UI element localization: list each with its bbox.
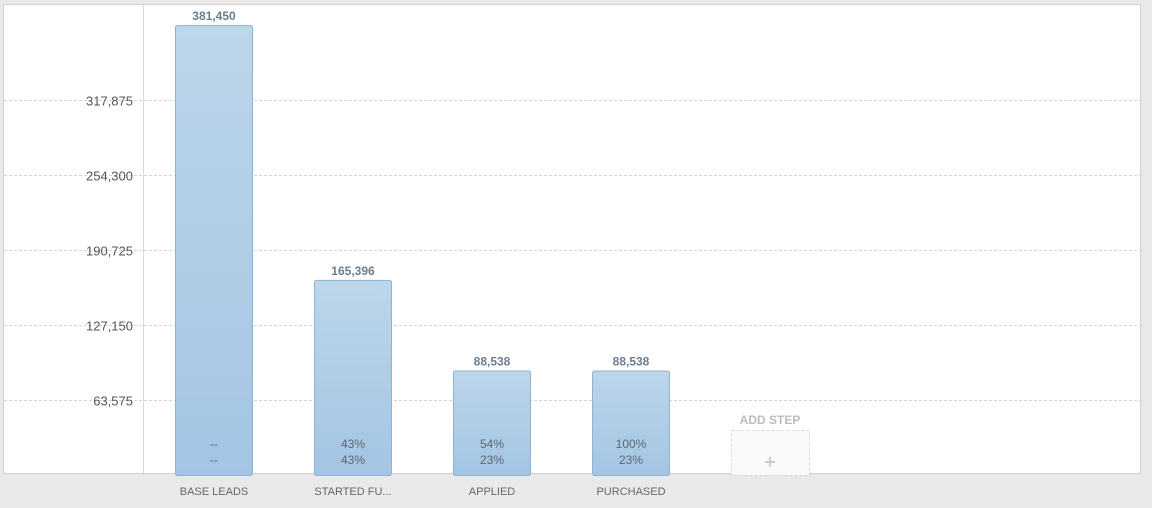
- plus-icon: +: [763, 452, 776, 471]
- x-category-label: PURCHASED: [596, 486, 665, 498]
- bar-value-label: 88,538: [474, 355, 511, 369]
- overall-conversion-label: --: [210, 453, 218, 467]
- funnel-bar-chart: 63,575 127,150 190,725 254,300 317,875 381,4…: [4, 5, 1142, 498]
- x-category-label: BASE LEADS: [180, 486, 248, 498]
- y-tick-label: 254,300: [86, 169, 133, 184]
- overall-conversion-label: 43%: [341, 453, 365, 467]
- bar-value-label: 165,396: [331, 264, 375, 278]
- add-step-label: ADD STEP: [740, 413, 801, 427]
- funnel-bar[interactable]: [453, 370, 531, 477]
- bar-value-label: 88,538: [613, 355, 650, 369]
- y-tick-label: 190,725: [86, 244, 133, 259]
- y-tick-label: 63,575: [93, 394, 133, 409]
- funnel-bar[interactable]: [175, 25, 253, 476]
- overall-conversion-label: 23%: [619, 453, 643, 467]
- funnel-chart-panel: 63,575 127,150 190,725 254,300 317,875 381,4…: [3, 4, 1142, 498]
- x-category-label: STARTED FU...: [314, 486, 391, 498]
- y-tick-label: 317,875: [86, 94, 133, 109]
- add-step-button[interactable]: [731, 430, 810, 476]
- bar-value-label: 381,450: [192, 9, 236, 23]
- step-conversion-label: --: [210, 437, 218, 451]
- x-category-label: APPLIED: [469, 486, 516, 498]
- funnel-bar[interactable]: [314, 279, 392, 477]
- add-step-group[interactable]: ADD STEP +: [731, 413, 810, 476]
- step-conversion-label: 100%: [616, 437, 647, 451]
- y-tick-label: 127,150: [86, 319, 133, 334]
- overall-conversion-label: 23%: [480, 453, 504, 467]
- step-conversion-label: 43%: [341, 437, 365, 451]
- funnel-bar[interactable]: [592, 370, 670, 477]
- step-conversion-label: 54%: [480, 437, 504, 451]
